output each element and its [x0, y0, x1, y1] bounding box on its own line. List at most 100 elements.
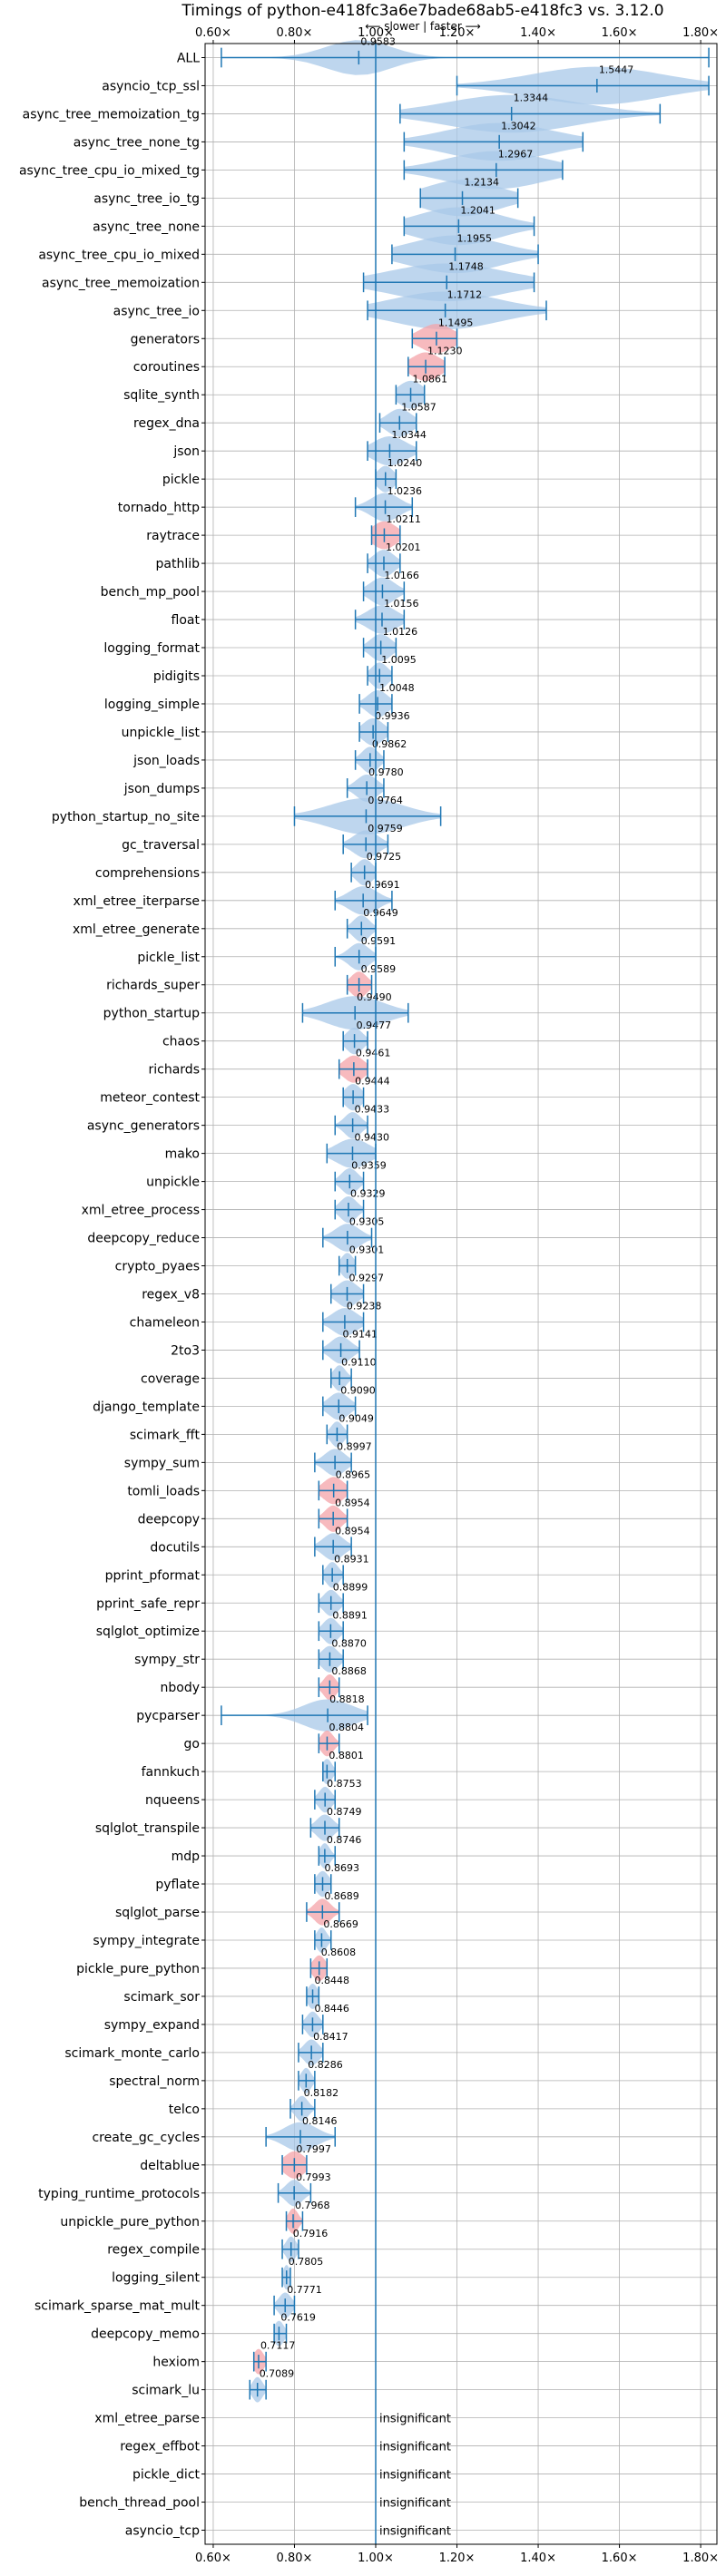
y-tick-label: asyncio_tcp_ssl — [102, 79, 200, 93]
value-label: 1.0201 — [386, 542, 421, 553]
y-tick-label: spectral_norm — [109, 2074, 200, 2089]
value-label: 1.2134 — [465, 176, 500, 188]
value-label: 0.9430 — [354, 1132, 389, 1144]
x-tick-label-top: 1.00× — [358, 26, 394, 40]
y-tick-label: scimark_sor — [123, 1990, 200, 2005]
y-tick-label: json — [172, 444, 200, 459]
y-tick-label: python_startup — [103, 1007, 200, 1021]
y-tick-label: xml_etree_generate — [73, 922, 200, 937]
insignificant-label: insignificant — [379, 2441, 451, 2454]
y-tick-label: regex_compile — [107, 2243, 200, 2258]
value-label: 1.0861 — [413, 373, 448, 385]
y-tick-label: pprint_pformat — [105, 1568, 201, 1583]
y-tick-label: raytrace — [146, 529, 200, 543]
y-tick-label: hexiom — [152, 2356, 200, 2370]
y-tick-label: regex_effbot — [120, 2440, 200, 2454]
y-tick-label: create_gc_cycles — [92, 2131, 200, 2145]
value-label: 1.0587 — [401, 401, 437, 413]
axis-layer: 0.60× 0.60× 0.80× 0.80× 1.00× 1.00× 1.20× 1.20×… — [195, 26, 719, 2565]
x-tick-label-bottom: 0.60× — [195, 2552, 231, 2565]
value-label: 1.0048 — [379, 682, 415, 694]
y-tick-label: deepcopy_reduce — [87, 1232, 200, 1246]
chart-subtitle: ⟵ slower | faster ⟶ — [365, 20, 481, 33]
value-label: 1.0236 — [388, 485, 423, 497]
x-tick-label-top: 1.40× — [520, 26, 556, 40]
value-label: 0.8669 — [323, 1918, 358, 1930]
value-label: 0.8689 — [324, 1890, 359, 1902]
value-label: 0.9444 — [355, 1076, 390, 1088]
y-tick-label: bench_thread_pool — [79, 2496, 200, 2511]
value-label: 0.8997 — [337, 1440, 372, 1452]
value-label: 0.7117 — [260, 2340, 296, 2352]
x-tick-label-bottom: 1.60× — [602, 2552, 638, 2565]
chart-title: Timings of python-e418fc3a6e7bade68ab5-e… — [181, 2, 663, 20]
y-tick-label: async_tree_memoization_tg — [23, 107, 200, 122]
value-label: 0.9238 — [347, 1301, 382, 1312]
y-tick-label: sqlite_synth — [123, 388, 200, 403]
y-tick-label: unpickle — [146, 1176, 200, 1190]
y-tick-label: xml_etree_parse — [94, 2412, 200, 2426]
value-label: 0.9049 — [338, 1412, 374, 1424]
value-label: 0.8417 — [313, 2031, 348, 2043]
value-label: 0.8146 — [302, 2115, 338, 2127]
y-tick-label: async_tree_cpu_io_mixed — [38, 248, 200, 262]
y-tick-label: xml_etree_iterparse — [74, 894, 200, 909]
x-tick-label-top: 1.60× — [602, 26, 638, 40]
insignificant-label: insignificant — [379, 2525, 451, 2539]
value-label: 1.1712 — [447, 288, 483, 300]
value-label: 0.9297 — [349, 1273, 385, 1284]
y-tick-label: scimark_lu — [132, 2384, 200, 2398]
value-label: 0.8931 — [334, 1553, 369, 1565]
value-label: 0.9433 — [355, 1104, 390, 1116]
value-label: 0.9461 — [356, 1048, 391, 1059]
value-label: 1.3344 — [514, 93, 549, 104]
y-tick-label: sympy_integrate — [93, 1934, 200, 1948]
x-tick-label-bottom: 1.40× — [520, 2552, 556, 2565]
value-label: 0.8448 — [315, 1975, 350, 1986]
value-label: 0.8818 — [329, 1693, 365, 1705]
y-tick-label: async_tree_io — [113, 304, 200, 318]
value-label: 0.9862 — [372, 738, 407, 750]
y-tick-label: xml_etree_process — [82, 1204, 200, 1218]
value-label: 0.9329 — [350, 1188, 386, 1200]
value-label: 0.9764 — [368, 795, 403, 806]
label-layer: ALL 0.9583 asyncio_tcp_ssl 1.5447 async_tree… — [19, 36, 633, 2539]
y-tick-label: comprehensions — [95, 866, 200, 881]
value-label: 0.7993 — [296, 2171, 331, 2183]
y-tick-label: unpickle_list — [122, 726, 201, 740]
value-label: 1.0156 — [384, 598, 419, 610]
x-tick-label-top: 0.80× — [277, 26, 313, 40]
value-label: 0.8804 — [329, 1722, 364, 1733]
value-label: 0.9725 — [367, 851, 402, 863]
value-label: 0.8801 — [329, 1750, 364, 1761]
y-tick-label: pickle_list — [137, 951, 200, 965]
value-label: 1.0240 — [388, 457, 423, 469]
value-label: 0.7968 — [295, 2200, 330, 2211]
value-label: 0.9305 — [349, 1216, 385, 1228]
x-tick-label-top: 1.20× — [439, 26, 476, 40]
value-label: 0.8749 — [327, 1806, 362, 1818]
value-label: 0.8446 — [314, 2003, 349, 2015]
y-tick-label: async_tree_none — [93, 220, 200, 234]
x-tick-label-top: 0.60× — [195, 26, 231, 40]
x-tick-label-top: 1.80× — [682, 26, 719, 40]
value-label: 0.9691 — [365, 879, 400, 891]
value-label: 0.8286 — [308, 2059, 343, 2071]
value-label: 0.9110 — [341, 1356, 377, 1368]
x-tick-label-bottom: 1.80× — [682, 2552, 719, 2565]
y-tick-label: logging_format — [103, 641, 200, 656]
y-tick-label: coroutines — [133, 360, 200, 375]
value-label: 0.9141 — [343, 1329, 378, 1341]
y-tick-label: mako — [165, 1147, 200, 1162]
value-label: 0.9780 — [368, 766, 404, 778]
y-tick-label: scimark_fft — [130, 1428, 201, 1442]
plot-frame — [204, 43, 718, 2545]
value-label: 0.9490 — [357, 991, 392, 1003]
y-tick-label: deltablue — [140, 2159, 200, 2173]
y-tick-label: sqlglot_parse — [115, 1906, 200, 1920]
value-label: 1.0095 — [381, 654, 417, 666]
value-label: 0.9759 — [368, 823, 403, 834]
y-tick-label: json_dumps — [123, 782, 200, 796]
y-tick-label: generators — [131, 332, 200, 346]
y-tick-label: richards — [149, 1063, 201, 1078]
